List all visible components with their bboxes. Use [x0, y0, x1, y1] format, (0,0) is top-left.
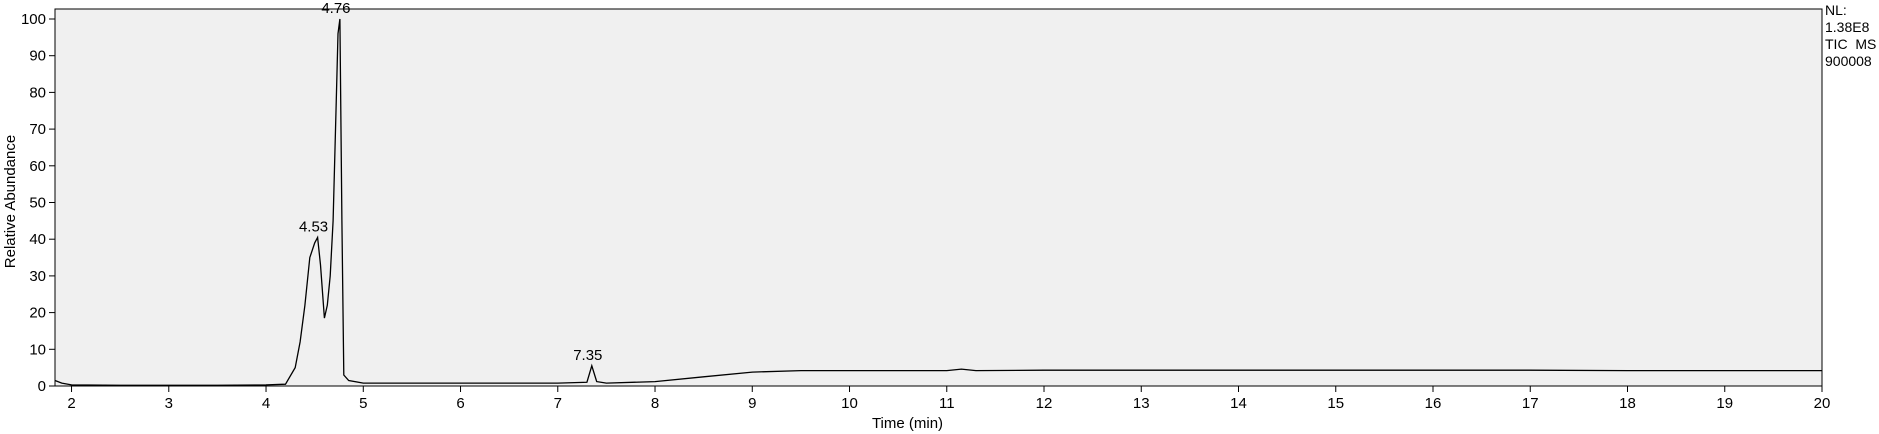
x-tick-label: 9	[748, 395, 756, 412]
x-tick-label: 12	[1036, 395, 1053, 412]
x-axis-title: Time (min)	[872, 415, 943, 432]
tic-trace-line	[54, 18, 1822, 386]
peak-label: 4.53	[299, 218, 328, 235]
y-tick-label: 80	[29, 84, 46, 101]
y-tick-label: 20	[29, 305, 46, 322]
x-tick-label: 20	[1814, 395, 1831, 412]
x-tick-label: 8	[651, 395, 659, 412]
x-tick-label: 6	[456, 395, 464, 412]
sample-id-label: 900008	[1825, 53, 1872, 69]
x-tick-label: 5	[359, 395, 367, 412]
scan-filter-label: TIC MS	[1825, 36, 1877, 52]
x-tick-label: 15	[1327, 395, 1344, 412]
x-tick-label: 4	[262, 395, 270, 412]
x-tick-label: 11	[939, 395, 955, 412]
y-axis: 0 10 20 30 40 50 60 70 80 90 100	[21, 11, 55, 395]
peak-label: 7.35	[573, 347, 602, 364]
x-tick-label: 17	[1522, 395, 1539, 412]
x-tick-label: 16	[1425, 395, 1442, 412]
y-tick-label: 0	[38, 378, 46, 395]
trace-info-panel: NL: 1.38E8 TIC MS 900008	[1825, 2, 1879, 70]
normalization-label: NL:	[1825, 2, 1847, 18]
y-axis-title: Relative Abundance	[2, 135, 19, 268]
x-tick-label: 3	[165, 395, 173, 412]
y-tick-label: 100	[21, 11, 46, 28]
peak-label: 4.76	[321, 0, 350, 17]
x-tick-label: 18	[1619, 395, 1636, 412]
y-tick-label: 70	[29, 121, 46, 138]
y-tick-label: 10	[29, 341, 46, 358]
y-tick-label: 40	[29, 231, 46, 248]
x-tick-label: 10	[841, 395, 858, 412]
y-tick-label: 60	[29, 158, 46, 175]
normalization-value: 1.38E8	[1825, 19, 1870, 35]
x-tick-label: 14	[1230, 395, 1247, 412]
y-tick-label: 30	[29, 268, 46, 285]
x-axis: 2 3 4 5 6 7 8 9 10 11 12 13 14 15 16 17 18 19 20	[67, 386, 1830, 412]
x-tick-label: 7	[554, 395, 562, 412]
y-tick-label: 90	[29, 48, 46, 65]
x-tick-label: 19	[1716, 395, 1733, 412]
peak-labels: 4.53 4.76 7.35	[299, 0, 602, 364]
plot-area	[54, 8, 1823, 387]
x-tick-label: 13	[1133, 395, 1150, 412]
y-tick-label: 50	[29, 195, 46, 212]
x-tick-label: 2	[67, 395, 75, 412]
